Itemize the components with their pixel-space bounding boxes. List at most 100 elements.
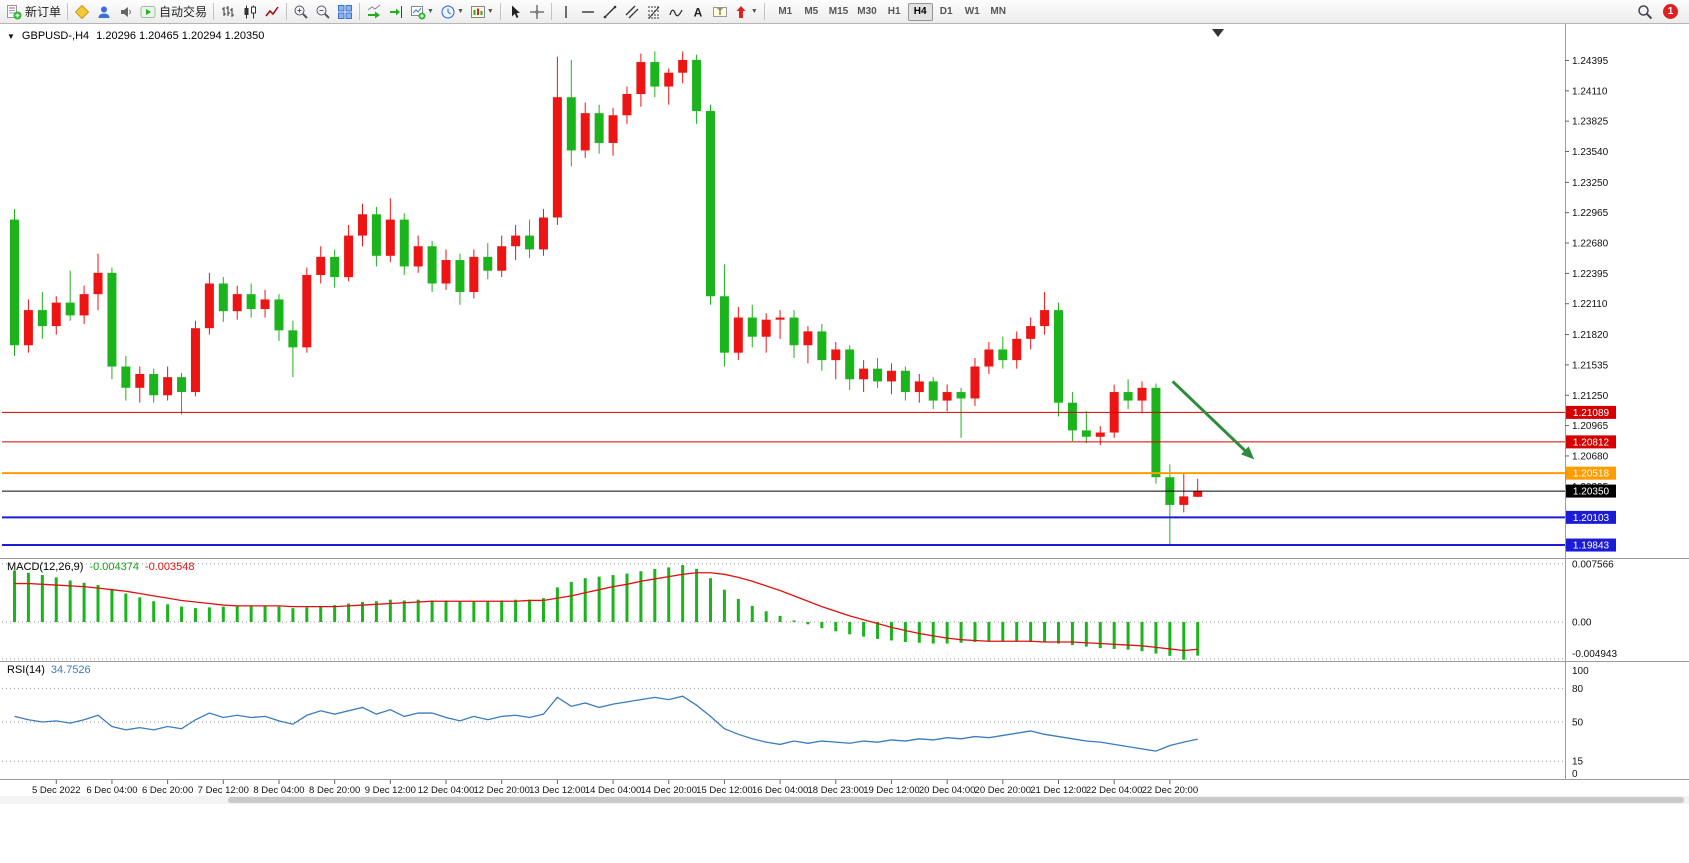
mql5-community-button[interactable] <box>93 2 115 22</box>
line-chart-button[interactable] <box>261 2 283 22</box>
candle-body <box>232 294 242 312</box>
profiles-button[interactable]: ▼ <box>437 2 467 22</box>
zoom-out-button[interactable] <box>312 2 334 22</box>
time-axis-label: 18 Dec 23:00 <box>808 785 865 796</box>
price-tag-label: 1.20103 <box>1573 513 1610 524</box>
candle-body <box>65 302 75 316</box>
timeframe-m30[interactable]: M30 <box>853 3 880 21</box>
candle-body <box>719 296 729 353</box>
macd-main-value: -0.004374 <box>89 561 139 573</box>
market-sounds-button[interactable] <box>115 2 137 22</box>
price-axis-label: 1.23250 <box>1572 178 1609 189</box>
vertical-line-button[interactable] <box>555 2 577 22</box>
bar-chart-button[interactable] <box>217 2 239 22</box>
macd-histogram <box>13 565 1200 660</box>
candle-body <box>622 94 632 116</box>
timeframe-m1[interactable]: M1 <box>773 3 798 21</box>
rsi-line <box>14 695 1198 752</box>
candle-body <box>371 214 381 256</box>
search-icon <box>1638 4 1653 19</box>
horizontal-line-button[interactable] <box>577 2 599 22</box>
candlestick-chart-button[interactable] <box>239 2 261 22</box>
candle-body <box>511 235 521 247</box>
timeframe-h4[interactable]: H4 <box>907 2 933 21</box>
timeframe-mn[interactable]: MN <box>986 3 1011 21</box>
candle-body <box>831 349 841 361</box>
time-axis-label: 12 Dec 20:00 <box>473 785 530 796</box>
zoom-in-button[interactable] <box>290 2 312 22</box>
draw-tools-button[interactable] <box>665 2 687 22</box>
toolbar-separator <box>550 3 552 20</box>
metaeditor-button[interactable] <box>71 2 93 22</box>
crosshair-button[interactable] <box>526 2 548 22</box>
time-axis-label: 22 Dec 04:00 <box>1086 785 1143 796</box>
price-axis-label: 1.23825 <box>1572 117 1609 128</box>
search-button[interactable] <box>1634 2 1656 22</box>
hscrollbar-thumb[interactable] <box>228 797 1684 803</box>
arrows-icon <box>736 5 746 18</box>
text-button[interactable]: A <box>687 2 709 22</box>
candle-body <box>455 260 465 292</box>
time-axis-label: 15 Dec 12:00 <box>696 785 753 796</box>
candle-body <box>385 219 395 256</box>
candle-body <box>873 368 883 382</box>
tile-windows-button[interactable] <box>334 2 356 22</box>
candle-body <box>1026 326 1036 339</box>
candle-body <box>288 330 298 348</box>
candle-body <box>399 219 409 267</box>
autotrading-icon <box>140 5 156 18</box>
text-label-button[interactable]: T <box>709 2 731 22</box>
new-order-button[interactable]: 新订单 <box>3 2 64 22</box>
price-axis-label: 1.20965 <box>1572 421 1609 432</box>
timeframe-h1[interactable]: H1 <box>882 3 907 21</box>
toolbar: 新订单 自动交易 ▼ ▼ ▼ A T ▼ M1 M5 M15 M30 H1 H4… <box>0 0 1689 24</box>
time-axis-label: 7 Dec 12:00 <box>198 785 249 796</box>
candle-body <box>79 294 89 316</box>
clock-icon <box>441 5 455 18</box>
auto-scroll-button[interactable] <box>363 2 385 22</box>
candle-body <box>817 331 827 361</box>
timeframe-w1[interactable]: W1 <box>960 3 985 21</box>
text-label-icon: T <box>712 6 727 17</box>
one-click-trading-toggle[interactable]: ▼ <box>7 31 15 41</box>
price-axis-label: 1.24110 <box>1572 86 1608 97</box>
price-axis-label: 1.21535 <box>1572 360 1609 371</box>
equidistant-channel-button[interactable] <box>621 2 643 22</box>
price-axis-label: 1.21820 <box>1572 330 1609 341</box>
time-axis-label: 14 Dec 20:00 <box>640 785 697 796</box>
cursor-button[interactable] <box>504 2 526 22</box>
candle-body <box>190 328 200 393</box>
trendline-button[interactable] <box>599 2 621 22</box>
autotrading-button[interactable]: 自动交易 <box>137 2 210 22</box>
templates-button[interactable]: ▼ <box>467 2 497 22</box>
candle-body <box>650 62 660 87</box>
chevron-down-icon: ▼ <box>427 8 434 15</box>
price-axis-label: 1.22680 <box>1572 239 1609 250</box>
notification-badge[interactable]: 1 <box>1663 4 1678 19</box>
arrows-button[interactable]: ▼ <box>731 2 761 22</box>
candle-body <box>51 302 61 327</box>
chart-shift-marker[interactable] <box>1212 29 1224 37</box>
macd-axis-label: 0.00 <box>1572 618 1592 629</box>
chart-hscrollbar[interactable] <box>0 796 1689 804</box>
draw-tools-icon <box>669 9 683 16</box>
price-tag <box>1566 466 1616 480</box>
new-chart-icon <box>411 5 426 19</box>
candle-body <box>330 256 340 278</box>
timeframe-m5[interactable]: M5 <box>799 3 824 21</box>
chevron-down-icon: ▼ <box>456 8 464 15</box>
arrow-object[interactable] <box>1171 380 1258 463</box>
candlestick-chart-icon <box>244 5 257 18</box>
autotrading-label: 自动交易 <box>159 5 208 19</box>
chart-shift-button[interactable] <box>385 2 407 22</box>
candle-body <box>1054 310 1063 403</box>
new-chart-button[interactable]: ▼ <box>407 2 437 22</box>
candle-body <box>121 366 131 388</box>
timeframe-m15[interactable]: M15 <box>825 3 852 21</box>
timeframe-d1[interactable]: D1 <box>934 3 959 21</box>
svg-text:A: A <box>694 5 703 19</box>
candle-body <box>302 274 312 348</box>
fibonacci-button[interactable] <box>643 2 665 22</box>
text-icon: A <box>694 5 703 19</box>
